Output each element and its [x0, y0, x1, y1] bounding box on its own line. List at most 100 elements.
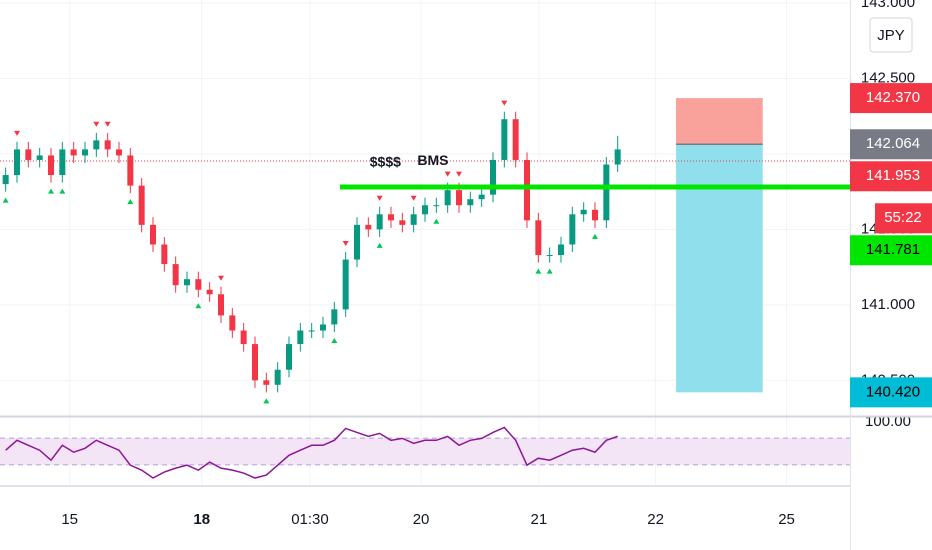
y-tick-label: 142.500 — [861, 69, 915, 86]
x-tick-label: 20 — [413, 511, 430, 528]
price-label-box — [850, 161, 932, 192]
candle-body — [14, 149, 20, 176]
price-label: 140.420 — [866, 383, 920, 400]
fractal-low — [376, 242, 383, 248]
candle-body — [93, 140, 100, 150]
y-tick-label: 143.000 — [861, 0, 915, 11]
currency-box — [869, 17, 913, 53]
candle-body — [535, 220, 542, 256]
annotation: $$$$ — [370, 154, 401, 170]
candle-body — [342, 259, 349, 310]
fractal-high — [376, 195, 383, 201]
price-label-box — [850, 129, 932, 160]
axis-cover — [0, 485, 850, 487]
candle-body — [297, 330, 304, 345]
candle-body — [150, 224, 156, 245]
x-tick-label: 01:30 — [291, 511, 329, 528]
candle-body — [240, 330, 247, 345]
candle-body — [399, 220, 406, 225]
annotation: BMS — [417, 152, 448, 168]
candle-body — [252, 344, 258, 381]
x-tick-label: 22 — [647, 511, 664, 528]
candle-body — [558, 244, 564, 256]
fractal-high — [342, 241, 349, 247]
candle-body — [603, 164, 610, 221]
candle-body — [354, 224, 360, 260]
fractal-low — [592, 233, 598, 239]
fractal-high — [456, 171, 462, 177]
stop-zone — [676, 98, 763, 145]
fractal-low — [535, 268, 542, 274]
countdown: 55:22 — [884, 209, 922, 226]
rsi-band — [0, 438, 850, 465]
candle-body — [116, 149, 122, 156]
candle-body — [580, 209, 587, 215]
price-label: 141.953 — [866, 167, 920, 184]
candle-body — [331, 309, 338, 325]
fractal-low — [263, 398, 270, 404]
candle-body — [127, 155, 134, 186]
candle-body — [546, 255, 553, 257]
candle-body — [218, 294, 224, 316]
candle-body — [456, 190, 462, 206]
candle-body — [467, 199, 474, 206]
candle-body — [263, 380, 270, 385]
price-label-box — [850, 377, 932, 408]
candle-body — [614, 149, 621, 165]
candle-body — [104, 140, 111, 150]
candle-body — [138, 185, 145, 225]
candle-body — [592, 209, 598, 221]
fractal-high — [104, 121, 111, 127]
fractal-low — [2, 197, 9, 203]
fractal-high — [410, 195, 417, 201]
fractal-high — [501, 100, 508, 106]
target-zone — [676, 144, 763, 393]
x-tick-label: 15 — [61, 511, 78, 528]
countdown-box — [875, 203, 932, 234]
x-tick-label: 18 — [193, 511, 210, 528]
fractal-high — [218, 275, 224, 281]
fractal-high — [14, 130, 20, 136]
candle-body — [59, 149, 66, 176]
candle-body — [25, 149, 32, 160]
candle-body — [229, 315, 236, 331]
candle-body — [501, 119, 508, 160]
fractal-low — [59, 188, 66, 194]
price-label-box — [850, 235, 932, 266]
candle-body — [444, 190, 451, 206]
fractal-high — [444, 171, 451, 177]
candle-body — [320, 324, 326, 331]
fractal-low — [433, 218, 440, 224]
fractal-high — [93, 121, 100, 127]
y-tick-label: 141.000 — [861, 296, 915, 313]
candle-body — [2, 175, 9, 185]
candle-body — [388, 214, 394, 221]
fractal-low — [331, 338, 338, 343]
candle-body — [308, 330, 315, 332]
candle-body — [206, 289, 213, 295]
candle-body — [70, 149, 77, 156]
candle-body — [172, 264, 179, 286]
candle-body — [161, 244, 168, 265]
rsi-line — [5, 426, 618, 479]
currency: JPY — [877, 27, 905, 44]
x-tick-label: 25 — [778, 511, 795, 528]
candle-body — [184, 279, 190, 286]
candle-body — [410, 214, 417, 225]
candle-body — [48, 155, 54, 176]
candle-body — [524, 159, 530, 221]
candle-body — [478, 194, 485, 200]
candle-body — [365, 224, 372, 230]
price-label: 141.781 — [866, 241, 920, 258]
fractal-low — [546, 268, 553, 274]
candle-body — [512, 119, 519, 160]
candle-body — [490, 159, 496, 195]
candle-body — [569, 214, 576, 245]
price-label: 142.064 — [866, 135, 920, 152]
candle-body — [376, 214, 383, 230]
x-tick-label: 21 — [531, 511, 548, 528]
candle-body — [82, 149, 88, 156]
candle-body — [36, 155, 43, 160]
